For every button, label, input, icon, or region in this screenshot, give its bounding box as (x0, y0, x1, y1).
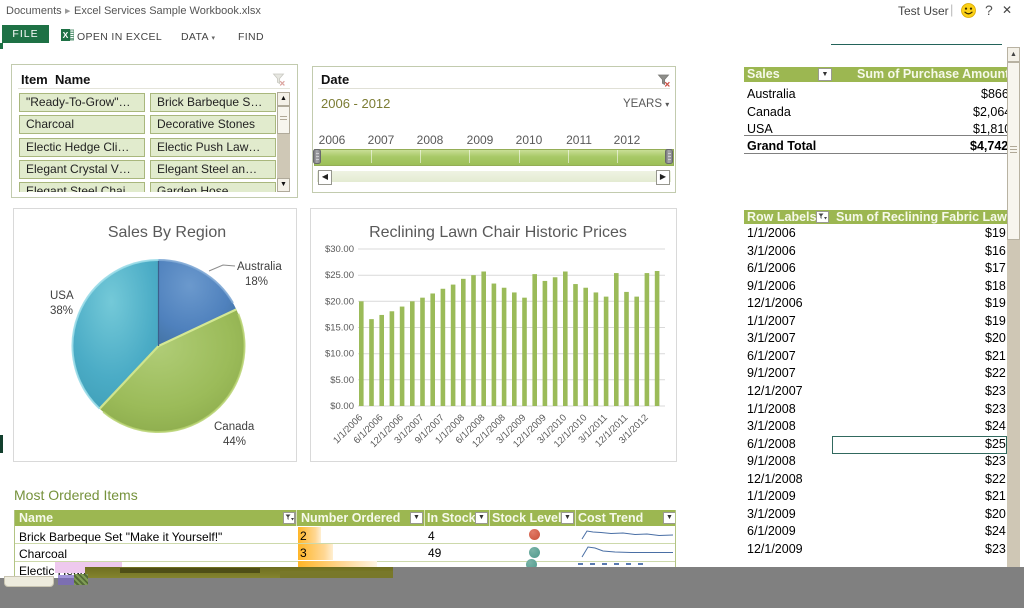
svg-text:$5.00: $5.00 (330, 375, 354, 386)
svg-text:$15.00: $15.00 (325, 323, 354, 334)
svg-text:$20.00: $20.00 (325, 296, 354, 307)
svg-text:$10.00: $10.00 (325, 349, 354, 360)
svg-text:X: X (63, 30, 69, 40)
svg-text:USA: USA (50, 290, 74, 302)
svg-text:$0.00: $0.00 (330, 401, 354, 412)
svg-text:Reclining Lawn Chair Historic: Reclining Lawn Chair Historic Prices (369, 224, 627, 241)
svg-text:38%: 38% (50, 305, 73, 317)
svg-text:18%: 18% (245, 276, 268, 288)
svg-text:$30.00: $30.00 (325, 244, 354, 255)
svg-text:Sales By Region: Sales By Region (108, 224, 226, 241)
svg-text:$25.00: $25.00 (325, 270, 354, 281)
svg-text:44%: 44% (223, 436, 246, 448)
svg-text:Canada: Canada (214, 421, 255, 433)
svg-text:Australia: Australia (237, 261, 282, 273)
